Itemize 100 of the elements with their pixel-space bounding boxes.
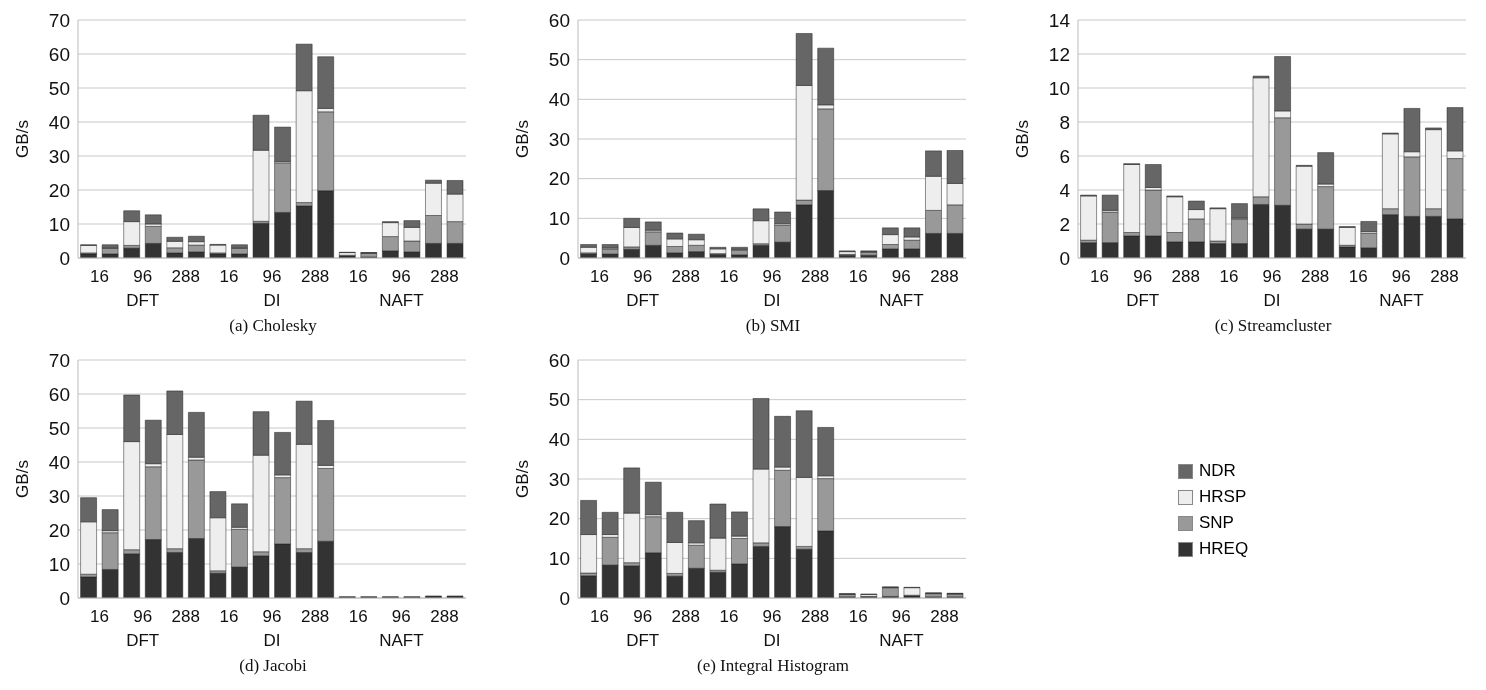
x-tick-label: 288 [1300, 267, 1330, 286]
text: DI [263, 291, 281, 310]
y-tick-label: 0 [59, 587, 70, 609]
y-tick-label: 60 [548, 9, 570, 31]
y-tick-label: 40 [548, 89, 570, 111]
x-tick-label: 288 [800, 607, 830, 626]
x-tick-label: 288 [1430, 267, 1459, 286]
x-tick-label: 16 [590, 607, 610, 626]
text: NAFT [879, 631, 924, 650]
x-tick-label: 96 [262, 607, 282, 626]
y-tick-label: 12 [1048, 43, 1070, 65]
x-tick-label: 16 [219, 267, 239, 286]
y-tick-label: 40 [548, 429, 570, 451]
text: DI [263, 631, 281, 650]
x-tick-label: 288 [171, 607, 200, 626]
x-tick-label: 96 [133, 607, 153, 626]
x-tick-label: 288 [1171, 267, 1200, 286]
text: (e) Integral Histogram [696, 656, 850, 676]
text: DFT [626, 291, 660, 310]
y-axis-title: GB/s [513, 120, 533, 158]
y-tick-label: 10 [548, 548, 570, 570]
y-axis-title: GB/s [13, 460, 33, 498]
legend-label: NDR [1199, 461, 1236, 481]
x-tick-label: 96 [762, 267, 782, 286]
y-tick-label: 50 [548, 49, 570, 71]
x-tick-label: 288 [671, 267, 700, 286]
y-tick-label: 14 [1048, 9, 1071, 31]
x-tick-label: 16 [348, 607, 368, 626]
y-tick-label: 20 [548, 168, 570, 190]
y-tick-label: 50 [548, 389, 570, 411]
y-tick-label: 30 [48, 145, 70, 167]
x-tick-label: 96 [133, 267, 153, 286]
y-axis-title: GB/s [513, 460, 533, 498]
y-tick-label: 50 [48, 77, 70, 99]
x-tick-label: 288 [430, 267, 459, 286]
x-tick-label: 16 [219, 607, 239, 626]
y-axis-title: GB/s [13, 120, 33, 158]
x-tick-label: 96 [391, 267, 411, 286]
text: NAFT [379, 291, 424, 310]
y-tick-label: 70 [48, 9, 70, 31]
y-tick-label: 20 [48, 179, 70, 201]
y-tick-label: 60 [548, 349, 570, 371]
x-tick-label: 288 [800, 267, 830, 286]
y-tick-label: 4 [1059, 179, 1071, 201]
text: DI [763, 631, 781, 650]
text: DFT [626, 631, 660, 650]
text: NAFT [1379, 291, 1424, 310]
text: DFT [126, 291, 160, 310]
text: (c) Streamcluster [1213, 316, 1333, 336]
x-tick-label: 16 [848, 267, 868, 286]
legend-label: SNP [1199, 513, 1234, 533]
x-tick-label: 96 [762, 607, 782, 626]
y-tick-label: 50 [48, 417, 70, 439]
y-tick-label: 0 [559, 587, 570, 609]
text: (d) Jacobi [238, 656, 308, 676]
x-tick-label: 16 [848, 607, 868, 626]
y-tick-label: 30 [548, 128, 570, 150]
text: DFT [1126, 291, 1160, 310]
y-tick-label: 40 [48, 451, 70, 473]
x-tick-label: 96 [1262, 267, 1282, 286]
text: DI [763, 291, 781, 310]
y-tick-label: 2 [1059, 213, 1070, 235]
x-tick-label: 288 [300, 607, 330, 626]
x-tick-label: 96 [1391, 267, 1411, 286]
text: NAFT [379, 631, 424, 650]
x-tick-label: 16 [1090, 267, 1110, 286]
x-tick-label: 288 [671, 607, 700, 626]
y-tick-label: 20 [548, 508, 570, 530]
y-tick-label: 0 [1059, 247, 1070, 269]
x-tick-label: 16 [1219, 267, 1239, 286]
y-tick-label: 10 [548, 208, 570, 230]
y-tick-label: 70 [48, 349, 70, 371]
y-tick-label: 10 [1048, 77, 1070, 99]
x-tick-label: 288 [300, 267, 330, 286]
x-tick-label: 16 [1348, 267, 1368, 286]
y-tick-label: 30 [548, 468, 570, 490]
y-tick-label: 60 [48, 43, 70, 65]
x-tick-label: 96 [891, 267, 911, 286]
x-tick-label: 96 [262, 267, 282, 286]
text: DFT [126, 631, 160, 650]
x-tick-label: 16 [90, 607, 110, 626]
legend-label: HRSP [1199, 487, 1247, 507]
x-tick-label: 288 [171, 267, 200, 286]
y-tick-label: 0 [559, 247, 570, 269]
x-tick-label: 16 [348, 267, 368, 286]
x-tick-label: 16 [90, 267, 110, 286]
x-tick-label: 288 [930, 267, 959, 286]
text: (b) SMI [744, 316, 802, 336]
x-tick-label: 96 [633, 607, 653, 626]
y-tick-label: 40 [48, 111, 70, 133]
x-tick-label: 96 [391, 607, 411, 626]
x-tick-label: 96 [1133, 267, 1153, 286]
y-tick-label: 30 [48, 485, 70, 507]
x-tick-label: 96 [891, 607, 911, 626]
x-tick-label: 288 [430, 607, 459, 626]
text: NAFT [879, 291, 924, 310]
y-tick-label: 0 [59, 247, 70, 269]
text: (a) Cholesky [228, 316, 318, 336]
x-tick-label: 16 [719, 267, 739, 286]
x-tick-label: 16 [719, 607, 739, 626]
